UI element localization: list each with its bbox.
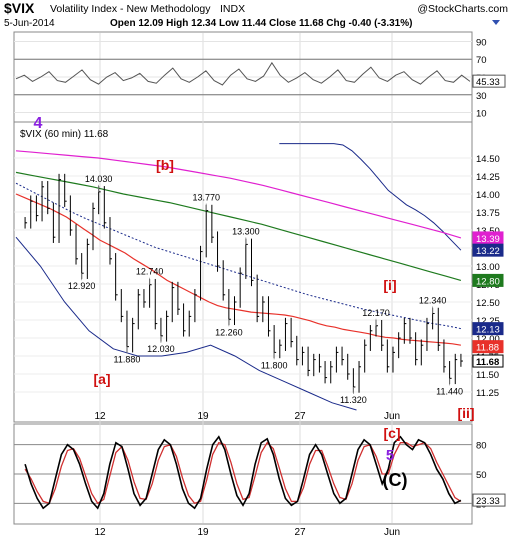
- high-label: High: [166, 18, 188, 29]
- osc-wave-label: 5: [386, 447, 394, 464]
- price-value-label: 12.80: [476, 276, 500, 287]
- price-value-badge: [472, 340, 504, 354]
- price-layer: 14.030 12.920 12.740 11.880 12.030 13.770 12.2…: [15, 115, 475, 421]
- bollinger-upper-line: [279, 143, 462, 251]
- x-tick-label: 12: [94, 411, 106, 422]
- x-tick-label: 19: [197, 527, 209, 538]
- rsi-tick-label: 10: [476, 109, 487, 120]
- chg-value: -0.40 (-3.31%): [349, 18, 413, 29]
- low-label: Low: [219, 18, 239, 29]
- price-tick-label: 12.00: [476, 334, 500, 345]
- x-tick-label: 27: [294, 411, 306, 422]
- rsi-last-badge: [472, 74, 506, 88]
- wave-label: [ii]: [457, 405, 474, 421]
- price-value-label: 13.39: [476, 234, 500, 245]
- high-value: 12.34: [191, 18, 216, 29]
- x-tick-label: 27: [294, 527, 306, 538]
- watermark: @StockCharts.com: [417, 3, 508, 15]
- peak-label: 12.740: [136, 267, 164, 277]
- osc-wave-label: [c]: [383, 425, 400, 441]
- wave-label: [a]: [93, 371, 110, 387]
- peak-label: 11.880: [114, 355, 141, 365]
- price-panel: [13, 121, 473, 423]
- wave-label: [b]: [156, 157, 174, 173]
- price-value-label: 12.13: [476, 325, 500, 336]
- osc-main-line: [24, 435, 462, 510]
- osc-wave-label: (C): [383, 470, 408, 490]
- peak-label: 12.340: [419, 296, 447, 306]
- peak-label: 11.320: [340, 395, 367, 405]
- ma-magenta-line: [15, 150, 462, 239]
- close-label: Close: [269, 18, 297, 29]
- price-tick-label: 11.25: [476, 388, 499, 399]
- peak-label: 13.300: [232, 226, 260, 236]
- osc-last-badge: [472, 493, 506, 507]
- close-value: 11.68: [299, 18, 324, 29]
- axis-layer: 12 12 19 19 27 27 Jun Jun 90 70 50 30 10 45.33 14.50 14…: [94, 37, 506, 538]
- x-tick-label: Jun: [384, 527, 400, 538]
- ma-red-line: [15, 193, 461, 346]
- peak-label: 12.170: [362, 308, 390, 318]
- rsi-tick-label: 90: [476, 37, 487, 48]
- index-name: Volatility Index - New Methodology: [50, 3, 211, 15]
- x-tick-label: 12: [94, 527, 106, 538]
- price-value-label: 11.68: [476, 357, 499, 368]
- peak-label: 11.440: [436, 386, 463, 396]
- bollinger-lower-line: [15, 236, 357, 411]
- peak-label: 11.800: [261, 360, 288, 370]
- date-label: 5-Jun-2014: [4, 18, 55, 29]
- peak-label: 12.920: [68, 281, 96, 291]
- rsi-last-value: 45.33: [476, 77, 500, 88]
- price-value-label: 11.88: [476, 343, 499, 354]
- rsi-tick-label: 30: [476, 91, 487, 102]
- x-tick-label: 19: [197, 411, 209, 422]
- symbol-title: $VIX: [4, 0, 35, 16]
- osc-signal-line: [24, 441, 462, 505]
- price-tick-label: 12.50: [476, 298, 500, 309]
- osc-tick-label: 80: [476, 441, 487, 452]
- exchange-label: INDX: [220, 3, 245, 15]
- price-tick-label: 13.00: [476, 262, 500, 273]
- price-tick-label: 11.50: [476, 370, 499, 381]
- ohlc-readout: Open 12.09 High 12.34 Low 11.44 Close 11…: [110, 18, 412, 29]
- price-tick-label: 13.75: [476, 208, 500, 219]
- price-value-label: 13.22: [476, 246, 500, 257]
- price-tick-label: 14.25: [476, 172, 500, 183]
- osc-tick-label: 50: [476, 470, 487, 481]
- ma-green-line: [15, 171, 462, 281]
- wave-label: [i]: [383, 277, 396, 293]
- x-tick-label: Jun: [384, 411, 400, 422]
- chg-label: Chg: [326, 18, 345, 29]
- osc-last-value: 23.33: [476, 496, 500, 507]
- open-label: Open: [110, 18, 136, 29]
- peak-label: 13.770: [192, 193, 220, 203]
- dropdown-arrow-icon[interactable]: [492, 20, 500, 25]
- price-value-badge: [472, 322, 504, 336]
- low-value: 11.44: [242, 18, 267, 29]
- peak-label: 12.030: [147, 344, 175, 354]
- rsi-tick-label: 70: [476, 55, 487, 66]
- oscillator-layer: [c] 5 (C): [24, 425, 462, 510]
- price-value-badge: [472, 354, 504, 368]
- peak-label: 12.260: [215, 327, 243, 337]
- price-tick-label: 14.00: [476, 190, 500, 201]
- price-value-badge: [472, 243, 504, 257]
- rsi-layer: [15, 61, 471, 86]
- open-value: 12.09: [138, 18, 163, 29]
- wave-label: 4: [34, 115, 43, 132]
- price-tick-label: 12.25: [476, 316, 500, 327]
- peak-label: 14.030: [85, 174, 113, 184]
- price-tick-label: 14.50: [476, 154, 500, 165]
- price-value-badge: [472, 273, 504, 287]
- rsi-line: [15, 61, 471, 86]
- price-legend: $VIX (60 min) 11.68: [20, 129, 109, 140]
- ma-dotted-line: [15, 182, 461, 330]
- grid-lines: [14, 33, 472, 523]
